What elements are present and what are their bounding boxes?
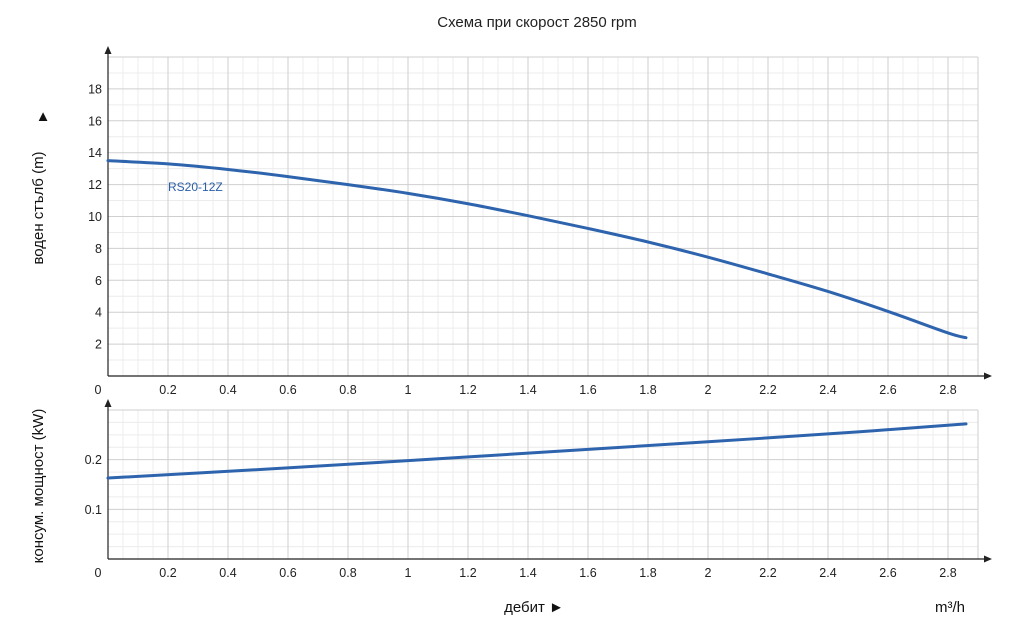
x-tick-label: 2.2: [759, 383, 776, 397]
bottom-y-tick-labels: 0.1 0.2: [85, 453, 102, 517]
x-tick-label: 1: [405, 566, 412, 580]
top-major-grid: [108, 56, 979, 376]
y-tick-label: 16: [88, 114, 102, 128]
y-tick-label: 2: [95, 338, 102, 352]
y-tick-label: 0.2: [85, 453, 102, 467]
x-tick-label: 1.4: [519, 566, 536, 580]
head-curve: [106, 159, 968, 340]
x-tick-label: 1.8: [639, 566, 656, 580]
y-tick-label: 12: [88, 178, 102, 192]
x-axis-label: дебит ►: [504, 599, 564, 616]
x-tick-label: 2: [705, 566, 712, 580]
x-tick-label: 0.2: [159, 566, 176, 580]
x-tick-label: 1.8: [639, 383, 656, 397]
x-tick-label: 0.8: [339, 383, 356, 397]
x-tick-label: 1.6: [579, 566, 596, 580]
bottom-axes: [104, 399, 992, 563]
power-curve: [106, 422, 968, 480]
x-tick-label: 0.6: [279, 383, 296, 397]
chart-title: Схема при скорост 2850 rpm: [437, 14, 637, 31]
y-tick-label: 14: [88, 146, 102, 160]
x-tick-label: 1.4: [519, 383, 536, 397]
x-tick-label: 0.6: [279, 566, 296, 580]
bottom-x-tick-labels: 0 0.2 0.4 0.6 0.8 1 1.2 1.4 1.6 1.8 2 2.2 2.4 2.6 2.8: [95, 566, 957, 580]
x-tick-label: 1.6: [579, 383, 596, 397]
top-y-axis-arrow: ▲: [36, 108, 51, 125]
y-tick-label: 6: [95, 274, 102, 288]
y-tick-label: 10: [88, 210, 102, 224]
top-y-axis-label: воден стълб (m): [30, 151, 47, 264]
x-tick-label: 1.2: [459, 383, 476, 397]
top-x-tick-labels: 0 0.2 0.4 0.6 0.8 1 1.2 1.4 1.6 1.8 2 2.2 2.4 2.6 2.8: [95, 383, 957, 397]
x-tick-label: 0.4: [219, 383, 236, 397]
x-tick-label: 0.2: [159, 383, 176, 397]
y-tick-label: 0.1: [85, 503, 102, 517]
x-tick-label: 0: [95, 383, 102, 397]
x-tick-label: 2: [705, 383, 712, 397]
x-tick-label: 2.6: [879, 566, 896, 580]
x-tick-label: 1.2: [459, 566, 476, 580]
y-axis-arrow: [104, 399, 112, 407]
y-tick-label: 18: [88, 82, 102, 96]
series-label: RS20-12Z: [168, 180, 223, 194]
bottom-minor-grid: [108, 410, 978, 559]
x-tick-label: 2.2: [759, 566, 776, 580]
x-axis-arrow: [984, 372, 992, 380]
x-tick-label: 2.4: [819, 566, 836, 580]
x-tick-label: 2.6: [879, 383, 896, 397]
x-axis-arrow: [984, 555, 992, 563]
x-tick-label: 0.8: [339, 566, 356, 580]
x-tick-label: 1: [405, 383, 412, 397]
y-tick-label: 8: [95, 242, 102, 256]
x-tick-label: 0.4: [219, 566, 236, 580]
x-tick-label: 2.8: [939, 566, 956, 580]
x-tick-label: 2.8: [939, 383, 956, 397]
top-axes: [104, 46, 992, 380]
bottom-y-axis-label: консум. мощност (kW): [30, 409, 47, 564]
x-tick-label: 0: [95, 566, 102, 580]
y-axis-arrow: [104, 46, 112, 54]
x-axis-unit: m³/h: [935, 599, 965, 616]
top-y-tick-labels: 2 4 6 8 10 12 14 16 18: [88, 82, 102, 351]
bottom-major-grid: [108, 409, 979, 559]
x-tick-label: 2.4: [819, 383, 836, 397]
y-tick-label: 4: [95, 306, 102, 320]
